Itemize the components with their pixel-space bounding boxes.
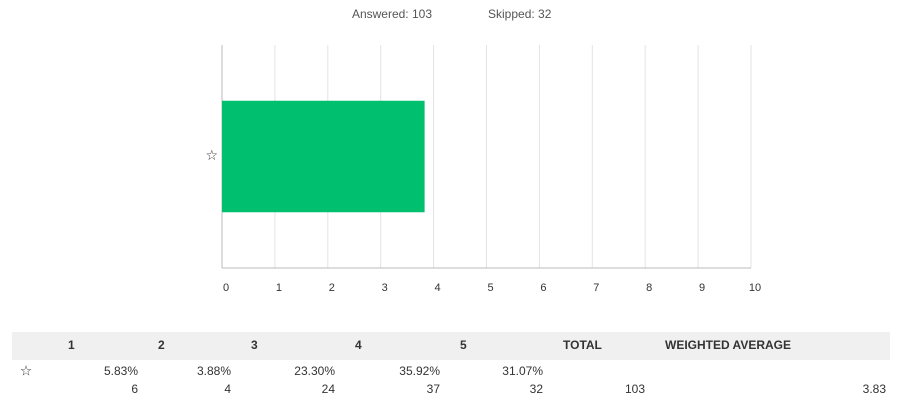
table-header: 5 (460, 338, 467, 352)
x-tick-label: 10 (749, 282, 761, 294)
count: 24 (322, 382, 336, 396)
x-tick-label: 5 (487, 282, 493, 294)
weighted-average: 3.83 (863, 382, 887, 396)
table-header: WEIGHTED AVERAGE (665, 338, 791, 352)
answered: Answered: 103 (352, 7, 432, 21)
table-header: 3 (251, 338, 258, 352)
count: 32 (530, 382, 544, 396)
percent: 5.83% (104, 364, 138, 378)
x-tick-label: 3 (382, 282, 388, 294)
x-tick-label: 1 (276, 282, 282, 294)
x-tick-label: 8 (646, 282, 652, 294)
percent: 35.92% (399, 364, 440, 378)
table-header: 2 (158, 338, 165, 352)
table-header: TOTAL (563, 338, 602, 352)
count: 4 (224, 382, 231, 396)
total: 103 (625, 382, 645, 396)
y-tick-label: ☆ (205, 147, 218, 163)
count: 6 (131, 382, 138, 396)
table-header: 4 (355, 338, 362, 352)
row-label: ☆ (20, 363, 33, 379)
percent: 3.88% (197, 364, 231, 378)
table-header: 1 (68, 338, 75, 352)
percent: 23.30% (294, 364, 335, 378)
table-header-bg (12, 332, 890, 360)
bar (222, 100, 425, 213)
percent: 31.07% (502, 364, 543, 378)
x-tick-label: 9 (699, 282, 705, 294)
x-tick-label: 7 (593, 282, 599, 294)
x-tick-label: 0 (223, 282, 229, 294)
count: 37 (427, 382, 441, 396)
x-tick-label: 2 (329, 282, 335, 294)
x-tick-label: 6 (540, 282, 546, 294)
x-tick-label: 4 (435, 282, 441, 294)
skipped: Skipped: 32 (488, 7, 552, 21)
